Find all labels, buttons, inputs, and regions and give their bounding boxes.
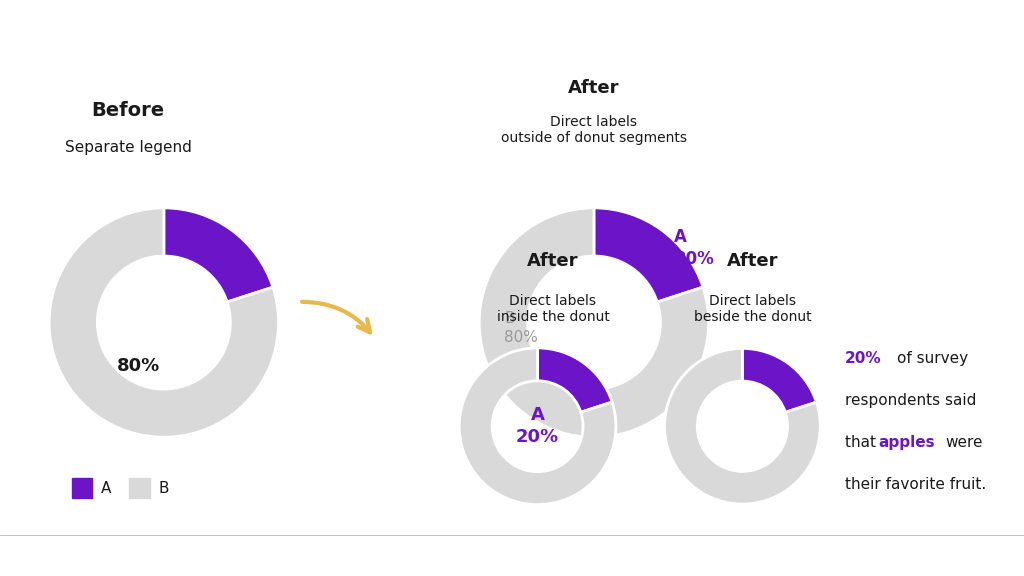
Text: A: A — [100, 481, 112, 496]
Text: Direct labels
beside the donut: Direct labels beside the donut — [694, 294, 812, 324]
Wedge shape — [49, 208, 279, 437]
Text: their favorite fruit.: their favorite fruit. — [845, 476, 986, 491]
Text: B
80%: B 80% — [505, 312, 539, 345]
Text: 20%: 20% — [845, 351, 882, 366]
Wedge shape — [459, 348, 615, 505]
Wedge shape — [164, 208, 273, 302]
Text: A
20%: A 20% — [674, 228, 714, 268]
Wedge shape — [479, 208, 709, 437]
Bar — [72, 478, 92, 498]
Text: After: After — [568, 79, 620, 97]
Text: B: B — [158, 481, 169, 496]
Text: Direct labels
inside the donut: Direct labels inside the donut — [497, 294, 609, 324]
Text: Direct labels
outside of donut segments: Direct labels outside of donut segments — [501, 115, 687, 145]
Text: 80%: 80% — [117, 357, 160, 375]
Text: that: that — [845, 435, 881, 450]
Text: A
20%: A 20% — [516, 406, 559, 446]
Text: were: were — [946, 435, 983, 450]
Text: Directly Label: Donuts: Directly Label: Donuts — [13, 17, 468, 51]
Wedge shape — [742, 348, 816, 412]
Text: depict data studio: depict data studio — [13, 548, 157, 562]
Wedge shape — [594, 208, 703, 302]
Text: After: After — [527, 252, 579, 270]
Wedge shape — [538, 348, 612, 412]
Text: After: After — [727, 252, 778, 270]
Text: apples: apples — [878, 435, 935, 450]
Text: Before: Before — [91, 101, 165, 120]
Text: of survey: of survey — [897, 351, 968, 366]
Wedge shape — [665, 348, 820, 504]
Text: Separate legend: Separate legend — [65, 140, 191, 156]
Text: respondents said: respondents said — [845, 393, 976, 408]
Text: 20%: 20% — [177, 282, 220, 300]
Bar — [129, 478, 150, 498]
